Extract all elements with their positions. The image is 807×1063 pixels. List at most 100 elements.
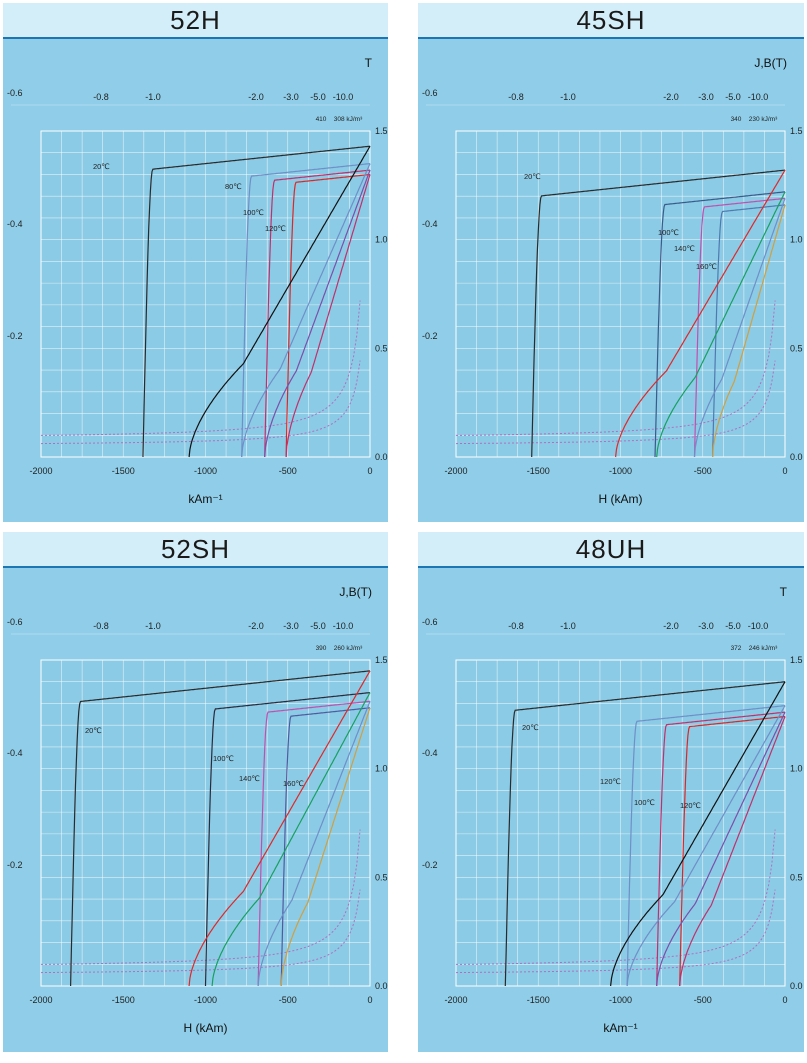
top-tick-label: -1.0 — [145, 621, 161, 631]
top-tick-label: -10.0 — [748, 92, 769, 102]
temperature-label: 20℃ — [85, 726, 102, 735]
energy-label: 410 — [316, 116, 327, 123]
energy-label: 308 kJ/m³ — [334, 116, 363, 123]
x-tick-label: -500 — [694, 995, 712, 1005]
x-tick-label: -1500 — [527, 995, 550, 1005]
x-axis-label: H (kAm) — [184, 1021, 228, 1035]
energy-curve — [40, 889, 361, 974]
temperature-label: 20℃ — [524, 172, 541, 181]
x-tick-label: 0 — [782, 995, 787, 1005]
chart-panel-52sh: 52SH -2000 -1500 -1000 -500 0 0.0 0.5 1.0 1.5 -0.… — [3, 532, 388, 1052]
x-tick-label: -1500 — [112, 995, 135, 1005]
temperature-label: 20℃ — [522, 723, 539, 732]
energy-label: 390 — [316, 645, 327, 652]
series-line — [70, 670, 371, 987]
top-tick-label: -1.0 — [145, 92, 161, 102]
top-tick-label: -1.0 — [560, 621, 576, 631]
left-tick-label: -0.2 — [7, 860, 23, 870]
series-line — [712, 204, 786, 458]
series-line — [264, 169, 371, 458]
top-tick-label: -10.0 — [333, 621, 354, 631]
right-tick-label: 1.5 — [790, 655, 803, 665]
series-line — [626, 705, 786, 987]
chart-panel-45sh: 45SH -2000 -1500 -1000 -500 0 0.0 0.5 1.0 1.5 -0.… — [418, 3, 804, 522]
energy-curve — [41, 300, 361, 436]
x-tick-label: -1000 — [609, 466, 632, 476]
x-tick-label: 0 — [367, 995, 372, 1005]
series-line — [656, 191, 786, 458]
x-tick-label: -500 — [694, 466, 712, 476]
energy-label: 246 kJ/m³ — [749, 645, 778, 652]
series-line — [280, 707, 371, 987]
x-tick-label: 0 — [367, 466, 372, 476]
series-line — [626, 705, 786, 987]
energy-curve — [455, 360, 776, 445]
x-tick-label: -500 — [279, 995, 297, 1005]
right-tick-label: 0.5 — [375, 343, 388, 353]
series-line — [241, 163, 371, 458]
y-unit-label: J,B(T) — [339, 585, 372, 599]
top-tick-label: -5.0 — [725, 621, 741, 631]
x-tick-label: -2000 — [29, 466, 52, 476]
top-tick-label: -5.0 — [310, 621, 326, 631]
right-tick-label: 1.0 — [790, 764, 803, 774]
energy-curve — [456, 829, 776, 965]
temperature-label: 140℃ — [674, 244, 695, 253]
x-tick-label: -1500 — [527, 466, 550, 476]
x-tick-label: -1000 — [194, 466, 217, 476]
right-tick-label: 0.0 — [790, 981, 803, 991]
series-line — [693, 197, 786, 458]
right-tick-label: 1.5 — [375, 126, 388, 136]
top-tick-label: -10.0 — [748, 621, 769, 631]
left-tick-label: -0.4 — [7, 219, 23, 229]
energy-label: 230 kJ/m³ — [749, 116, 778, 123]
series-line — [264, 169, 371, 458]
right-tick-label: 0.5 — [375, 872, 388, 882]
y-unit-label: T — [365, 56, 373, 70]
temperature-label: 140℃ — [239, 774, 260, 783]
right-tick-label: 0.5 — [790, 343, 803, 353]
left-tick-label: -0.4 — [422, 748, 438, 758]
series-line — [679, 716, 786, 987]
x-tick-label: 0 — [782, 466, 787, 476]
top-tick-label: -2.0 — [663, 621, 679, 631]
series-line — [610, 681, 786, 987]
left-tick-label: -0.6 — [422, 617, 438, 627]
top-tick-label: -2.0 — [663, 92, 679, 102]
series-line — [204, 692, 371, 987]
x-tick-label: -2000 — [29, 995, 52, 1005]
chart-title: 45SH — [418, 3, 804, 39]
series-line — [280, 707, 371, 987]
series-line — [656, 711, 785, 987]
series-line — [654, 191, 785, 458]
right-tick-label: 1.5 — [375, 655, 388, 665]
temperature-label: 160℃ — [696, 262, 717, 271]
x-tick-label: -2000 — [444, 995, 467, 1005]
temperature-label: 100℃ — [213, 754, 234, 763]
series-line — [679, 715, 786, 987]
x-tick-label: -1000 — [194, 995, 217, 1005]
series-line — [693, 198, 786, 458]
left-tick-label: -0.6 — [7, 88, 23, 98]
right-tick-label: 0.5 — [790, 872, 803, 882]
y-unit-label: J,B(T) — [754, 56, 787, 70]
left-tick-label: -0.2 — [422, 860, 438, 870]
left-tick-label: -0.6 — [7, 617, 23, 627]
temperature-label: 120℃ — [600, 777, 621, 786]
temperature-label: 100℃ — [634, 798, 655, 807]
top-tick-label: -5.0 — [310, 92, 326, 102]
temperature-label: 160℃ — [283, 779, 304, 788]
top-tick-label: -3.0 — [283, 92, 299, 102]
right-tick-label: 1.5 — [790, 126, 803, 136]
x-tick-label: -500 — [279, 466, 297, 476]
chart-panel-52h: 52H -2000 -1500 -1000 -500 0 0.0 0.5 1.0 1.5 -0.6… — [3, 3, 388, 522]
series-line — [615, 169, 786, 458]
temperature-label: 120℃ — [265, 224, 286, 233]
energy-label: 340 — [731, 116, 742, 123]
x-tick-label: -1500 — [112, 466, 135, 476]
chart-panel-48uh: 48UH -2000 -1500 -1000 -500 0 0.0 0.5 1.0 1.5 -0.… — [418, 532, 804, 1052]
top-tick-label: -0.8 — [93, 92, 109, 102]
x-axis-label: H (kAm) — [599, 492, 643, 506]
energy-curve — [40, 360, 361, 445]
temperature-label: 120℃ — [680, 801, 701, 810]
